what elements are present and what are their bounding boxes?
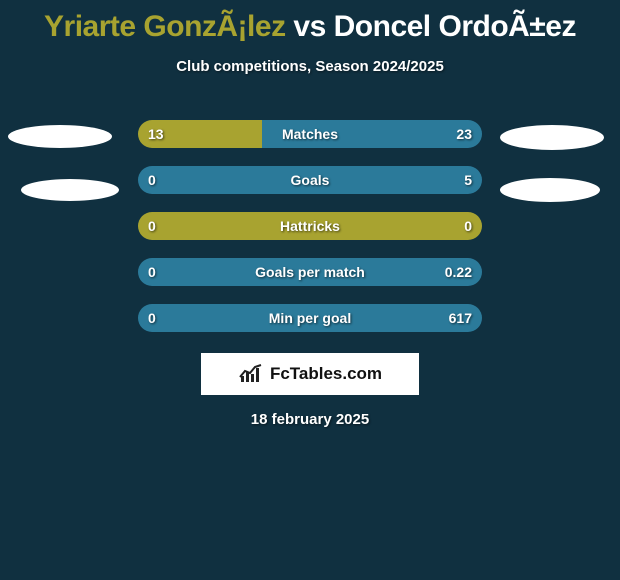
stat-right-value: 0 — [464, 212, 472, 240]
bar-left-seg — [138, 212, 482, 240]
decorative-ellipse — [500, 178, 600, 202]
player2-name: Doncel OrdoÃ±ez — [334, 10, 576, 43]
fctables-logo: FcTables.com — [201, 353, 419, 395]
vs-text: vs — [286, 10, 334, 43]
stat-left-value: 0 — [148, 166, 156, 194]
player1-name: Yriarte GonzÃ¡lez — [44, 10, 286, 43]
stat-left-value: 0 — [148, 258, 156, 286]
stat-left-value: 13 — [148, 120, 164, 148]
stat-bar — [138, 212, 482, 240]
page-title: Yriarte GonzÃ¡lez vs Doncel OrdoÃ±ez — [0, 0, 620, 44]
bar-right-seg — [138, 258, 482, 286]
date-text: 18 february 2025 — [0, 411, 620, 428]
logo-text: FcTables.com — [270, 364, 382, 384]
stat-row: Min per goal0617 — [0, 297, 620, 343]
stat-right-value: 617 — [449, 304, 472, 332]
stat-row: Goals per match00.22 — [0, 251, 620, 297]
stat-left-value: 0 — [148, 212, 156, 240]
bar-right-seg — [262, 120, 482, 148]
bar-right-seg — [138, 166, 482, 194]
chart-icon — [238, 364, 264, 384]
stat-row: Hattricks00 — [0, 205, 620, 251]
stat-right-value: 23 — [456, 120, 472, 148]
stat-bar — [138, 120, 482, 148]
decorative-ellipse — [8, 125, 112, 148]
bar-right-seg — [138, 304, 482, 332]
stat-bar — [138, 304, 482, 332]
stat-bar — [138, 166, 482, 194]
decorative-ellipse — [500, 125, 604, 150]
stat-left-value: 0 — [148, 304, 156, 332]
subtitle: Club competitions, Season 2024/2025 — [0, 58, 620, 75]
decorative-ellipse — [21, 179, 119, 201]
stat-bar — [138, 258, 482, 286]
stat-right-value: 0.22 — [445, 258, 472, 286]
stat-right-value: 5 — [464, 166, 472, 194]
